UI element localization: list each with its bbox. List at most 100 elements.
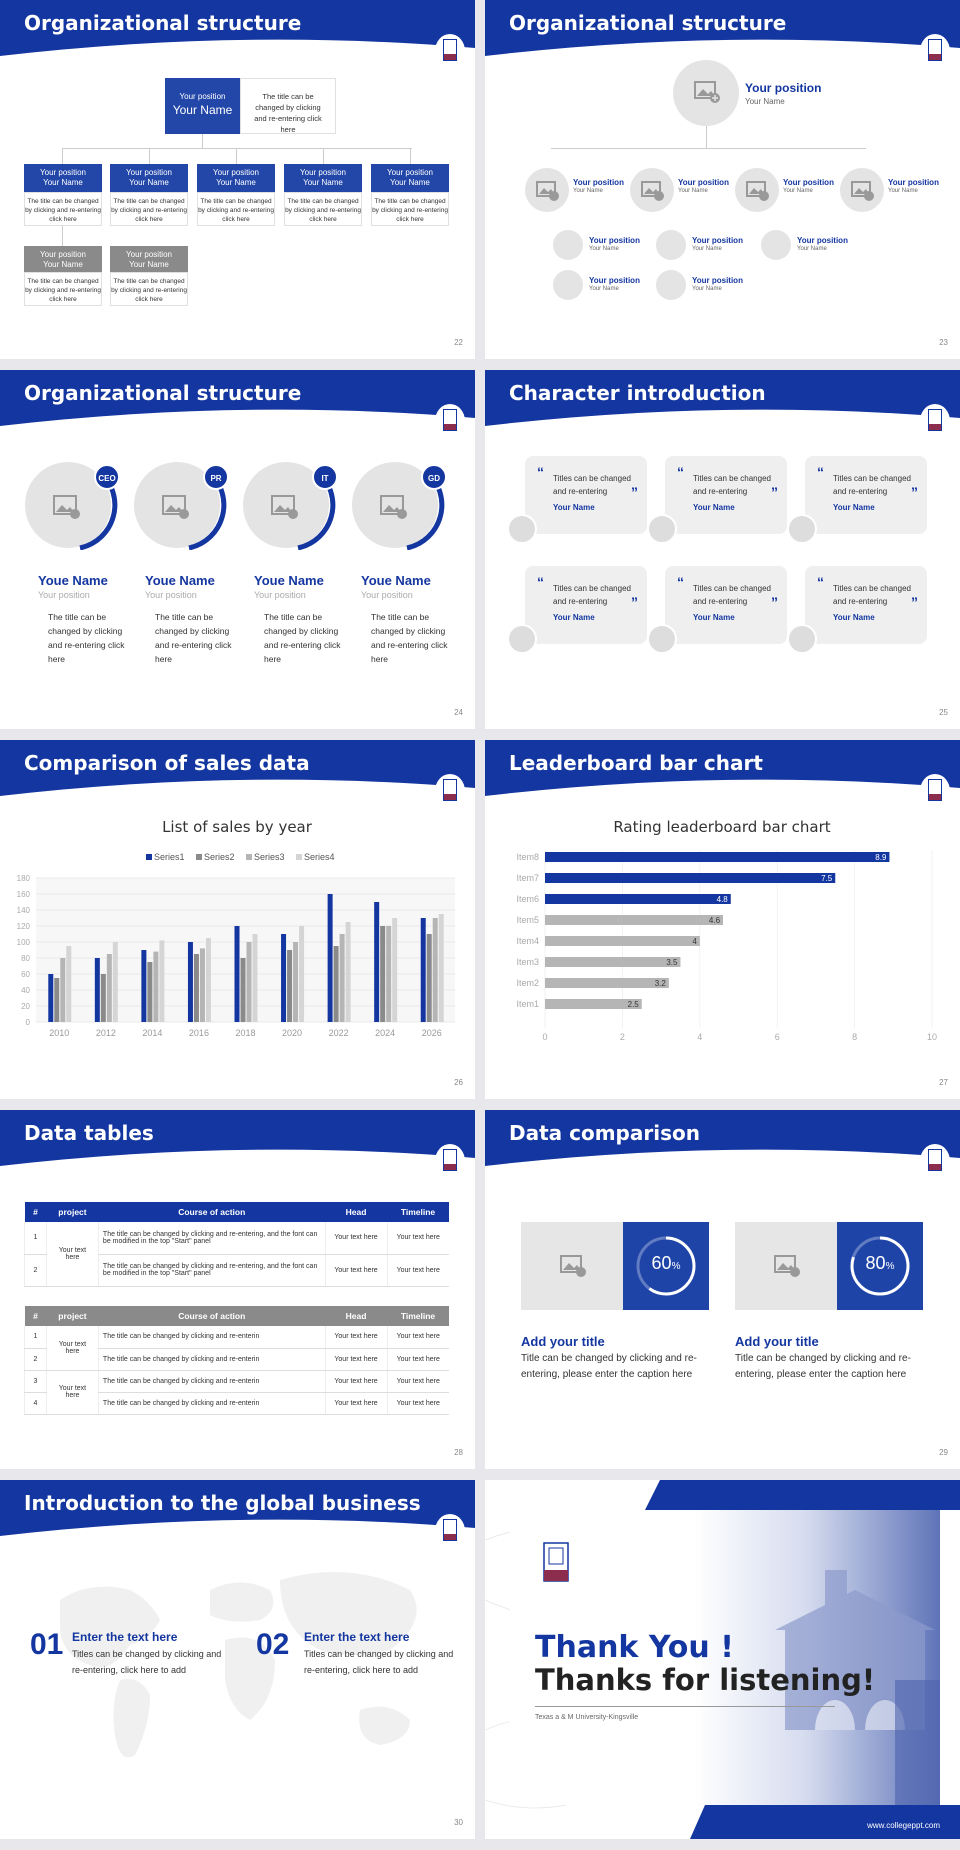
quote-text: Titles can be changed and re-entering <box>833 584 911 606</box>
chart-title: List of sales by year <box>162 818 313 836</box>
image-placeholder-icon[interactable] <box>521 1222 623 1310</box>
table-row[interactable]: 2 The title can be changed by clicking a… <box>24 1254 449 1287</box>
slide-24[interactable]: Organizational structure CEO Youe Name Y… <box>0 370 475 729</box>
x-tick-label: 2020 <box>282 1028 302 1038</box>
table-header-row: # project Course of action Head Timeline <box>24 1202 449 1222</box>
image-placeholder-icon[interactable] <box>630 168 674 212</box>
position-box[interactable]: Your position Your Name <box>110 246 188 272</box>
slide-25[interactable]: Character introduction “” Titles can be c… <box>485 370 960 729</box>
image-placeholder-icon[interactable] <box>673 60 739 126</box>
position-box[interactable]: Your position Your Name <box>284 164 362 192</box>
person-card[interactable]: PR <box>133 462 231 550</box>
table-row[interactable]: 2 The title can be changed by clicking a… <box>24 1348 449 1371</box>
position-box[interactable]: Your position Your Name <box>24 246 102 272</box>
cell: Your text here <box>386 1392 449 1415</box>
position-box[interactable]: Your position Your Name <box>24 164 102 192</box>
quote-close-icon: ” <box>911 484 918 500</box>
bar <box>380 926 386 1022</box>
table-row[interactable]: 4 The title can be changed by clicking a… <box>24 1392 449 1415</box>
column-header: # <box>33 1207 38 1217</box>
person-position: Your position <box>145 590 197 600</box>
image-placeholder-icon[interactable] <box>553 230 583 260</box>
image-placeholder-icon[interactable] <box>553 270 583 300</box>
position-text: Your position Your Name <box>573 178 624 196</box>
x-tick-label: 2016 <box>189 1028 209 1038</box>
world-map-icon <box>60 1572 417 1758</box>
university-logo <box>920 1144 950 1178</box>
person-desc: The title can be changed by clicking and… <box>371 612 448 664</box>
rating-bar-chart: Rating leaderboard bar chart 0 2 4 6 8 10 Item8… <box>516 818 937 1042</box>
image-placeholder-icon[interactable] <box>735 1222 837 1310</box>
position-text: Your position Your Name <box>692 236 743 254</box>
slide-30[interactable]: Introduction to the global business 01 E… <box>0 1480 475 1839</box>
slide-23[interactable]: Organizational structure Your position Yo… <box>485 0 960 359</box>
connector <box>202 134 203 148</box>
bar <box>48 974 54 1022</box>
bar <box>147 962 153 1022</box>
top-desc: The title can be changed by clicking and… <box>240 78 336 134</box>
bar <box>234 926 240 1022</box>
image-placeholder-icon[interactable] <box>761 230 791 260</box>
box-desc: The title can be changed by clicking and… <box>110 272 188 306</box>
position-label: Your position <box>888 178 939 187</box>
name-label: Your Name <box>172 103 233 117</box>
percent-panel: 80% <box>837 1222 923 1310</box>
connector <box>706 126 707 148</box>
quote-card[interactable]: “ ” Titles can be changed and re-entering Y… <box>805 456 927 534</box>
cell: Your text here <box>45 1370 99 1415</box>
quote-open-icon: “ <box>677 464 684 480</box>
y-tick-label: Item5 <box>516 915 539 925</box>
person-card[interactable]: GD <box>351 462 449 550</box>
person-name: Youe Name <box>361 573 431 588</box>
cell: Your text here <box>45 1222 99 1287</box>
position-box[interactable]: Your position Your Name <box>371 164 449 192</box>
position-box[interactable]: Your position Your Name <box>197 164 275 192</box>
box-desc: The title can be changed by clicking and… <box>110 192 188 226</box>
website-link[interactable]: www.collegeppt.com <box>867 1821 940 1830</box>
bar <box>281 934 287 1022</box>
thanks-listening-heading: Thanks for listening! <box>535 1663 876 1697</box>
cell: The title can be changed by clicking and… <box>97 1392 326 1415</box>
image-placeholder-icon[interactable] <box>656 270 686 300</box>
chart-title: Rating leaderboard bar chart <box>613 818 830 836</box>
slide-22[interactable]: Organizational structure Your position Y… <box>0 0 475 359</box>
person-card[interactable]: IT <box>242 462 340 550</box>
legend-label: Series3 <box>254 852 285 862</box>
university-logo <box>435 1514 465 1548</box>
data-label: 4.6 <box>709 916 721 925</box>
person-card[interactable]: CEO <box>24 462 122 550</box>
slide-27[interactable]: Leaderboard bar chart Rating leaderboard… <box>485 740 960 1099</box>
slide-31[interactable]: Thank You ! Thanks for listening! Texas … <box>485 1480 960 1839</box>
quote-card[interactable]: “ ” Titles can be changed and re-entering Y… <box>665 566 787 644</box>
quote-card[interactable]: “ ” Titles can be changed and re-entering Y… <box>525 456 647 534</box>
y-tick-label: Item2 <box>516 978 539 988</box>
quote-card[interactable]: “ ” Titles can be changed and re-entering Y… <box>525 566 647 644</box>
position-label: Your position <box>179 92 226 101</box>
quote-card[interactable]: “ ” Titles can be changed and re-entering Y… <box>805 566 927 644</box>
y-tick-label: 60 <box>21 970 30 979</box>
table-row[interactable]: 3 Your text here The title can be change… <box>24 1370 449 1415</box>
position-label: Your position <box>783 178 834 187</box>
image-placeholder-icon[interactable] <box>735 168 779 212</box>
cell: The title can be changed by clicking and… <box>97 1254 326 1287</box>
cell: Your text here <box>324 1348 387 1371</box>
slide-28[interactable]: Data tables # project Course of action H… <box>0 1110 475 1469</box>
y-tick-label: 20 <box>21 1002 30 1011</box>
legend-swatch <box>196 854 202 860</box>
slide-title: Leaderboard bar chart <box>509 751 763 775</box>
image-placeholder-icon[interactable] <box>525 168 569 212</box>
page-number: 25 <box>939 708 948 717</box>
slide-29[interactable]: Data comparison 60% Add your title Title… <box>485 1110 960 1469</box>
top-position-box[interactable]: Your position Your Name <box>165 78 240 134</box>
image-placeholder-icon[interactable] <box>840 168 884 212</box>
position-box[interactable]: Your position Your Name <box>110 164 188 192</box>
table-row[interactable]: 1 Your text here The title can be change… <box>24 1222 449 1287</box>
image-placeholder-icon[interactable] <box>656 230 686 260</box>
quote-card[interactable]: “ ” Titles can be changed and re-entering Y… <box>665 456 787 534</box>
avatar <box>507 624 537 654</box>
bar <box>299 926 305 1022</box>
slide-26[interactable]: Comparison of sales data List of sales b… <box>0 740 475 1099</box>
name-label: Your Name <box>43 178 83 187</box>
position-text: Your position Your Name <box>692 276 743 294</box>
table-row[interactable]: 1 Your text here The title can be change… <box>24 1326 449 1371</box>
